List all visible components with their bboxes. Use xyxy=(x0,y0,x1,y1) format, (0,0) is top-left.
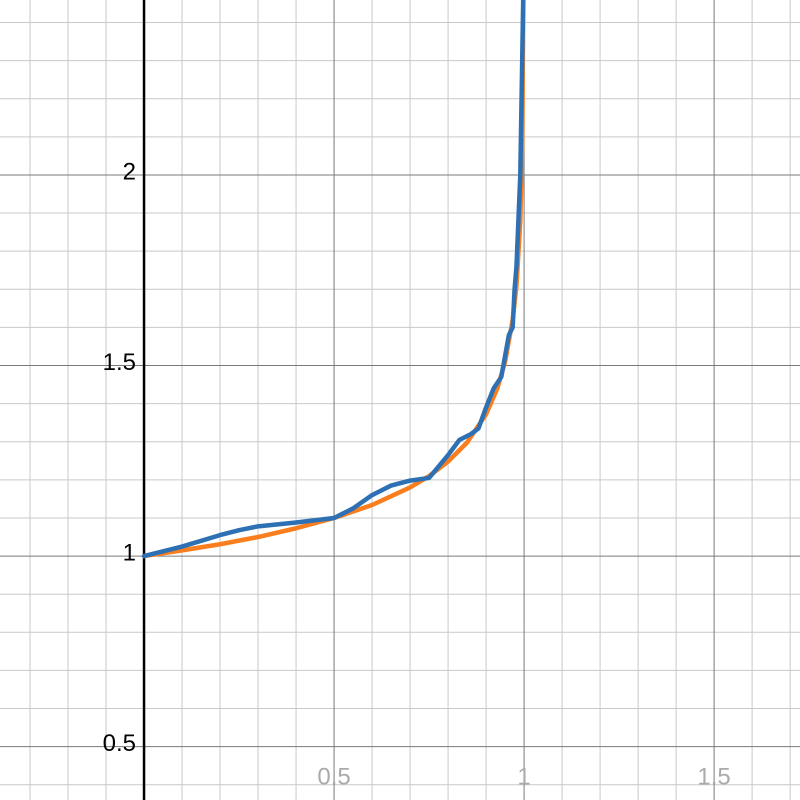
series-line xyxy=(141,0,526,559)
x-tick-label: 1 xyxy=(517,763,530,790)
y-tick-label: 1 xyxy=(123,539,136,566)
plot-area xyxy=(141,0,526,559)
y-tick-label: 1.5 xyxy=(103,349,136,376)
x-tick-label: 1.5 xyxy=(697,763,730,790)
y-tick-label: 2 xyxy=(123,158,136,185)
y-tick-label: 0.5 xyxy=(103,730,136,757)
x-tick-label: 0.5 xyxy=(317,763,350,790)
